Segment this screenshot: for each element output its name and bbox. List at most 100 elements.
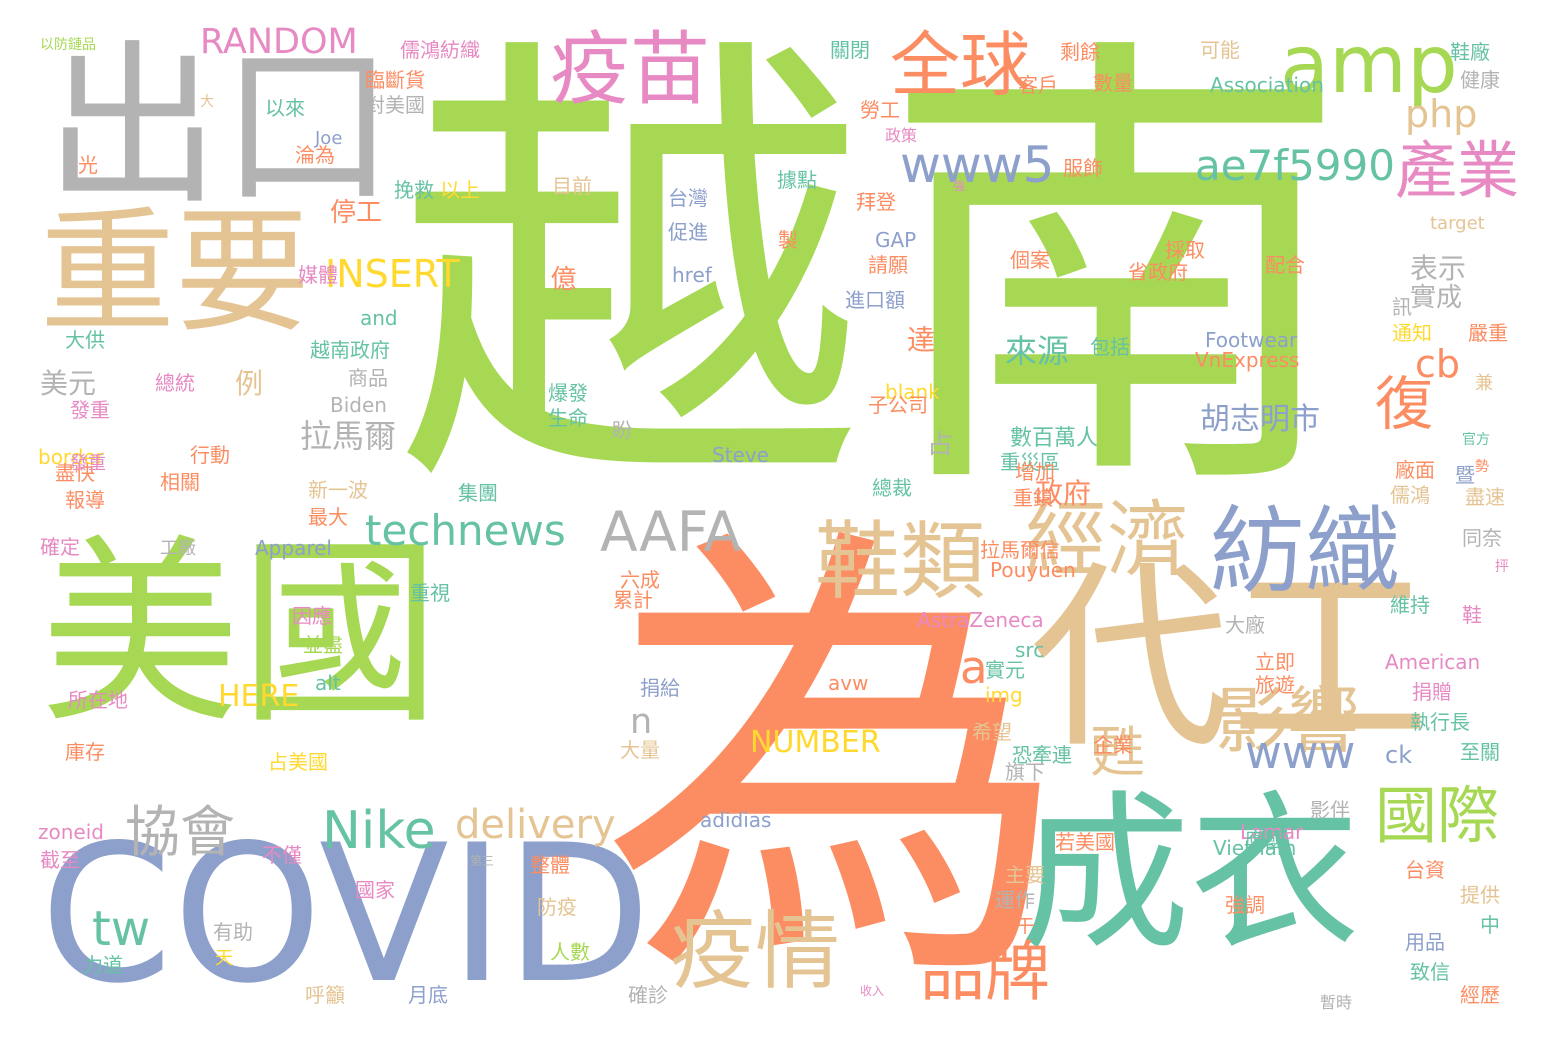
- word: 捐給: [640, 676, 680, 700]
- word: 政策: [885, 126, 918, 145]
- word: Apparel: [255, 536, 332, 560]
- word: 進口額: [845, 288, 905, 312]
- word: 官方: [1462, 432, 1490, 448]
- word: www5: [900, 136, 1055, 194]
- word: 國家: [355, 878, 395, 902]
- word: GAP: [875, 228, 917, 252]
- word: 例: [235, 367, 264, 400]
- word: 防疫: [537, 895, 577, 919]
- word: 表示: [1410, 252, 1467, 285]
- word: n: [630, 702, 653, 742]
- word: 集團: [458, 481, 498, 505]
- word: 新一波: [308, 478, 368, 502]
- word: 儒鴻: [1390, 483, 1430, 507]
- word: blank: [885, 380, 940, 404]
- word: 目前: [552, 174, 592, 198]
- word: 成衣: [1020, 776, 1361, 974]
- word: 疫苗: [550, 23, 710, 116]
- word: 至關: [1460, 740, 1500, 764]
- word: amp: [1280, 18, 1458, 111]
- word: 工廠: [160, 538, 196, 559]
- word: 有助: [213, 920, 253, 944]
- word: 關閉: [830, 38, 870, 62]
- word: 剩餘: [1060, 40, 1100, 64]
- word: 上午: [995, 913, 1035, 937]
- word: 以上: [440, 178, 480, 202]
- word: 確診: [628, 983, 668, 1007]
- word: adidias: [700, 808, 772, 832]
- word: 疫情: [670, 903, 841, 1002]
- word: 包括: [1090, 335, 1130, 359]
- word: 提供: [1460, 883, 1500, 907]
- word: 國際: [1375, 779, 1500, 852]
- word: 實成: [1410, 283, 1463, 313]
- word: 南: [880, 1, 1350, 548]
- word: 採取: [1165, 238, 1205, 262]
- word: 台灣: [668, 186, 708, 210]
- word: 占美國: [268, 750, 328, 774]
- word: Vietnam: [1213, 836, 1297, 860]
- word: AstraZeneca: [917, 608, 1044, 632]
- word: 盡快: [55, 461, 95, 485]
- word: 大廠: [1225, 613, 1265, 637]
- word: 並盡: [303, 633, 343, 657]
- word: 暫時: [1320, 993, 1353, 1012]
- word: 暨: [1455, 463, 1475, 487]
- word: 中: [1480, 913, 1500, 937]
- word: 六成: [620, 568, 660, 592]
- word: COVID: [40, 804, 652, 1025]
- word: 維持: [1390, 593, 1430, 617]
- word: 人數: [550, 940, 590, 964]
- word: php: [1405, 92, 1478, 136]
- word: 淪為: [295, 143, 335, 167]
- word: 希望: [972, 720, 1012, 744]
- word: 主要: [1005, 863, 1045, 887]
- word: 大供: [65, 328, 105, 352]
- word: 商品: [348, 366, 388, 390]
- word: Footwear: [1205, 328, 1298, 352]
- word: 捐贈: [1412, 680, 1452, 704]
- word: target: [1430, 213, 1485, 234]
- word: 以來: [265, 96, 305, 120]
- word: 總裁: [872, 476, 912, 500]
- word: ck: [1385, 741, 1413, 769]
- word: 爆發: [548, 381, 588, 405]
- word: 月底: [408, 983, 448, 1007]
- word: 挽救: [394, 178, 434, 202]
- word: 以防鏈品: [40, 37, 96, 53]
- word: 實元: [985, 658, 1025, 682]
- word: NUMBER: [750, 725, 881, 760]
- word: 應國: [1245, 828, 1285, 852]
- word: 越: [395, 1, 865, 548]
- word: 庫存: [65, 740, 105, 764]
- word: avw: [828, 671, 869, 695]
- word: 胡志明市: [1200, 402, 1320, 437]
- word: 重災區: [1000, 450, 1060, 474]
- word: 強: [953, 179, 966, 193]
- word: and: [360, 306, 398, 330]
- word: 盡速: [1465, 485, 1505, 509]
- word: 用品: [1405, 930, 1445, 954]
- word: Nike: [322, 801, 436, 861]
- word: src: [1015, 638, 1045, 662]
- word: 重要: [40, 194, 310, 351]
- word: 整體: [530, 853, 570, 877]
- word: 總統: [155, 371, 195, 395]
- word: 政府: [1035, 477, 1092, 510]
- word: 收入: [860, 984, 885, 998]
- word: 影伴: [1310, 798, 1350, 822]
- word: img: [985, 683, 1023, 707]
- word: 達: [903, 325, 936, 353]
- word: 致信: [1410, 960, 1450, 984]
- word: 儒鴻紡織: [400, 38, 480, 62]
- word: 所在地: [68, 688, 128, 712]
- word: 媒體: [298, 263, 338, 287]
- word: 數百萬人: [1010, 426, 1099, 451]
- word: 勢: [1475, 459, 1489, 475]
- word: AAFA: [600, 500, 741, 564]
- word: 製: [778, 228, 798, 252]
- word: border: [38, 445, 105, 469]
- word: Pouyuen: [990, 558, 1076, 582]
- word: tw: [92, 901, 151, 957]
- word: 拉馬爾: [300, 417, 397, 455]
